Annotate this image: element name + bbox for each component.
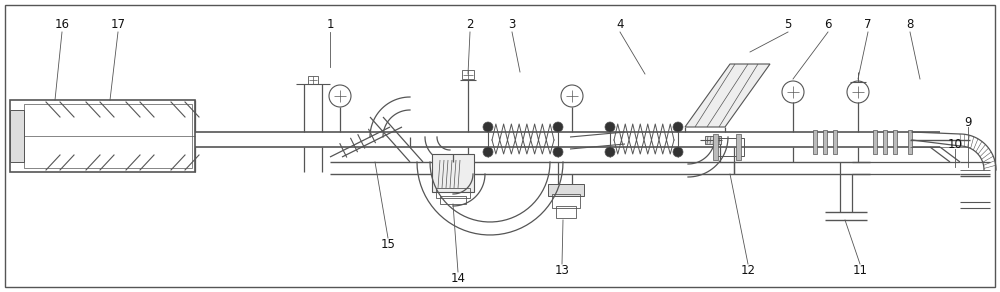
Circle shape <box>605 147 615 157</box>
Bar <box>436 188 470 198</box>
Bar <box>24 104 192 168</box>
Text: 11: 11 <box>852 263 868 277</box>
Circle shape <box>553 122 563 132</box>
Text: 13: 13 <box>555 263 569 277</box>
Bar <box>10 110 24 162</box>
Bar <box>908 130 912 154</box>
Circle shape <box>673 122 683 132</box>
Text: 5: 5 <box>784 18 792 32</box>
Bar <box>736 134 741 160</box>
Bar <box>893 130 897 154</box>
Bar <box>432 154 474 192</box>
Bar <box>548 184 584 196</box>
Bar <box>833 130 837 154</box>
Text: 10: 10 <box>948 138 962 150</box>
Bar <box>556 206 576 218</box>
Bar <box>823 130 827 154</box>
Bar <box>705 136 721 144</box>
Circle shape <box>673 147 683 157</box>
Text: 8: 8 <box>906 18 914 32</box>
Text: 6: 6 <box>824 18 832 32</box>
Bar <box>10 100 195 172</box>
Circle shape <box>605 122 615 132</box>
Bar <box>713 134 718 160</box>
Bar <box>813 130 817 154</box>
Text: 3: 3 <box>508 18 516 32</box>
Text: 15: 15 <box>381 237 395 251</box>
Bar <box>873 130 877 154</box>
Text: 2: 2 <box>466 18 474 32</box>
Text: 7: 7 <box>864 18 872 32</box>
Bar <box>552 194 580 208</box>
Bar <box>716 138 744 156</box>
Text: 17: 17 <box>110 18 126 32</box>
Text: 16: 16 <box>54 18 70 32</box>
Circle shape <box>483 147 493 157</box>
Bar <box>462 70 474 79</box>
Bar <box>440 196 466 204</box>
Circle shape <box>553 147 563 157</box>
Bar <box>308 76 318 84</box>
Text: 14: 14 <box>450 272 466 284</box>
Text: 12: 12 <box>740 263 756 277</box>
Text: 1: 1 <box>326 18 334 32</box>
Text: 9: 9 <box>964 116 972 128</box>
Bar <box>883 130 887 154</box>
Text: 4: 4 <box>616 18 624 32</box>
Circle shape <box>483 122 493 132</box>
Polygon shape <box>685 64 770 127</box>
